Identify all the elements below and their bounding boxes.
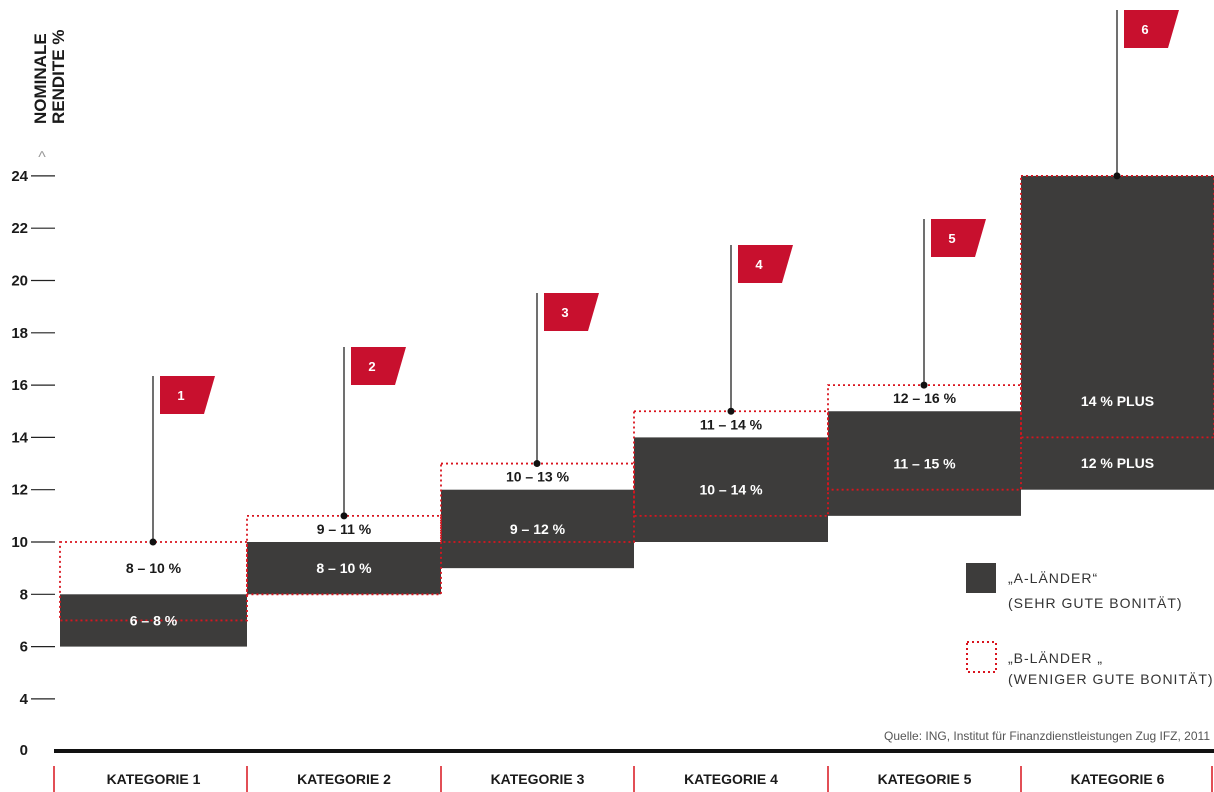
category-flag-number: 2 (368, 359, 375, 374)
y-tick-label: 0 (20, 742, 28, 759)
flag-anchor-dot (533, 460, 541, 468)
y-tick-label: 18 (11, 325, 28, 342)
category-flag (160, 376, 215, 414)
y-axis-label: NOMINALE RENDITE % ^ (31, 30, 68, 166)
b-laender-label: 11 – 14 % (700, 416, 763, 432)
legend-a-line2: (SEHR GUTE BONITÄT) (1008, 595, 1183, 611)
y-tick-label: 20 (11, 273, 28, 290)
b-laender-label: 14 % PLUS (1081, 393, 1154, 409)
y-tick-label: 4 (20, 691, 29, 708)
legend: „A-LÄNDER“ (SEHR GUTE BONITÄT) „B-LÄNDER… (966, 563, 1214, 687)
category-flag (351, 347, 406, 385)
x-category-label: KATEGORIE 4 (684, 771, 778, 787)
a-laender-bar (441, 489, 634, 569)
flag-anchor-dot (340, 512, 348, 520)
b-laender-label: 9 – 11 % (317, 521, 372, 537)
a-laender-label: 11 – 15 % (893, 456, 956, 472)
flag-anchor-dot (1113, 172, 1121, 180)
legend-b-line1: „B-LÄNDER „ (1008, 650, 1103, 666)
a-laender-label: 9 – 12 % (510, 521, 566, 537)
category-flag-number: 1 (177, 388, 184, 403)
category-flag (738, 245, 793, 283)
x-category-label: KATEGORIE 6 (1071, 771, 1165, 787)
a-laender-label: 10 – 14 % (699, 482, 763, 498)
y-tick-label: 10 (11, 534, 28, 551)
range-labels: 6 – 8 % 8 – 10 % 8 – 10 % 9 – 11 % 9 – 12 % 1… (59, 174, 1214, 628)
x-category-label: KATEGORIE 3 (491, 771, 585, 787)
y-axis-ticks: 0 4 6 8 10 12 14 16 18 20 22 24 (11, 168, 55, 759)
legend-b-line2: (WENIGER GUTE BONITÄT) (1008, 671, 1214, 687)
category-flag-number: 4 (755, 257, 763, 272)
y-tick-label: 6 (20, 639, 28, 656)
category-flags: 1 2 3 4 5 6 (149, 10, 1179, 546)
y-tick-label: 22 (11, 220, 28, 237)
y-tick-label: 12 (11, 482, 28, 499)
a-laender-bar (247, 542, 441, 595)
legend-a-line1: „A-LÄNDER“ (1008, 570, 1098, 586)
category-flag-number: 5 (948, 231, 955, 246)
category-flag (931, 219, 986, 257)
a-laender-label: 12 % PLUS (1081, 455, 1154, 471)
legend-a-swatch (966, 563, 996, 593)
x-category-label: KATEGORIE 2 (297, 771, 391, 787)
y-axis-label-line1: NOMINALE (31, 33, 50, 124)
category-flag-number: 6 (1141, 22, 1148, 37)
y-tick-label: 14 (11, 429, 28, 446)
flag-anchor-dot (920, 381, 928, 389)
category-flag (1124, 10, 1179, 48)
source-note: Quelle: ING, Institut für Finanzdienstle… (884, 729, 1210, 743)
a-laender-bar (634, 437, 828, 542)
a-laender-bar (1021, 175, 1214, 490)
a-laender-bar (828, 411, 1021, 516)
flag-anchor-dot (149, 538, 157, 546)
legend-b-swatch (966, 641, 997, 673)
b-laender-range (59, 541, 248, 622)
y-axis-label-line2: RENDITE % (49, 30, 68, 124)
b-laender-label: 10 – 13 % (506, 469, 570, 485)
y-tick-label: 8 (20, 586, 28, 603)
category-flag (544, 293, 599, 331)
a-laender-label: 6 – 8 % (130, 612, 178, 628)
x-category-label: KATEGORIE 5 (878, 771, 972, 787)
b-laender-label: 8 – 10 % (126, 560, 182, 576)
x-category-label: KATEGORIE 1 (107, 771, 201, 787)
category-flag-number: 3 (561, 305, 568, 320)
y-axis-arrow: ^ (38, 149, 46, 166)
a-laender-label: 8 – 10 % (316, 560, 372, 576)
b-laender-label: 12 – 16 % (893, 390, 957, 406)
y-tick-label: 24 (11, 168, 28, 185)
flag-anchor-dot (727, 407, 735, 415)
y-tick-label: 16 (11, 377, 28, 394)
x-axis-categories: KATEGORIE 1 KATEGORIE 2 KATEGORIE 3 KATEGOR… (53, 766, 1213, 792)
